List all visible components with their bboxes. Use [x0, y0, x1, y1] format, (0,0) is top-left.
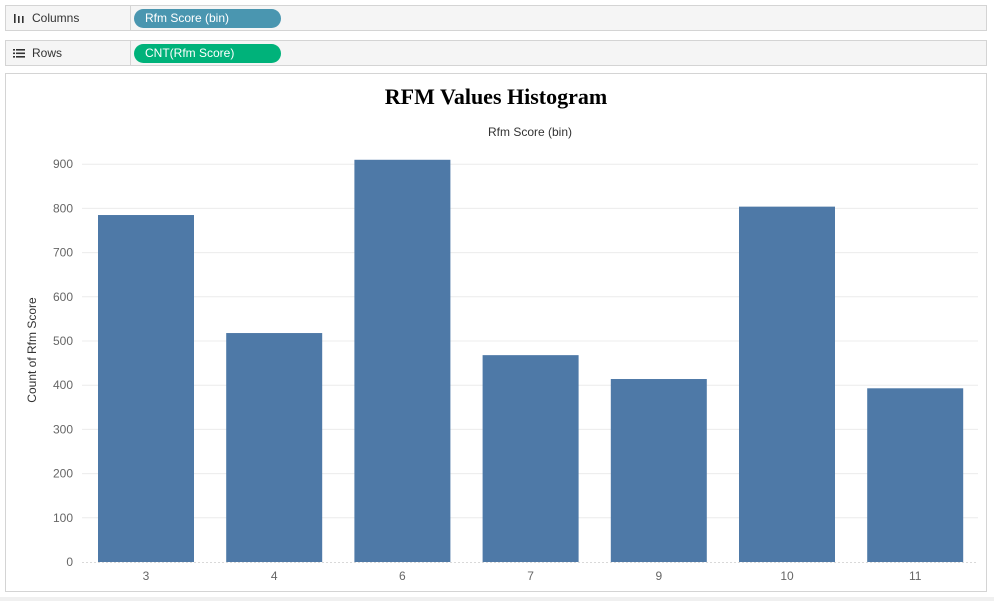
chart-panel: RFM Values Histogram Rfm Score (bin) Cou… — [5, 73, 987, 592]
bottom-tab-strip — [0, 597, 994, 601]
rows-pill[interactable]: CNT(Rfm Score) — [134, 44, 281, 63]
y-tick-label: 600 — [53, 290, 73, 304]
chart-title: RFM Values Histogram — [384, 84, 608, 109]
x-axis-header: Rfm Score (bin) — [488, 125, 572, 139]
bar-9[interactable] — [610, 379, 707, 562]
y-tick-label: 900 — [53, 157, 73, 171]
x-tick-label: 4 — [271, 569, 278, 583]
x-tick-label: 6 — [399, 569, 406, 583]
rows-shelf[interactable]: Rows CNT(Rfm Score) — [5, 40, 987, 66]
bar-10[interactable] — [739, 206, 835, 562]
bar-6[interactable] — [354, 159, 451, 562]
rows-icon — [12, 46, 26, 60]
y-tick-label: 500 — [53, 334, 73, 348]
columns-icon — [12, 11, 26, 25]
y-axis-label: Count of Rfm Score — [25, 297, 39, 403]
y-tick-label: 200 — [53, 467, 73, 481]
histogram-chart: Rfm Score (bin) Count of Rfm Score 0 100 2… — [25, 125, 978, 583]
bar-7[interactable] — [482, 355, 579, 562]
rows-shelf-label-area: Rows — [6, 41, 131, 65]
x-axis-ticks: 3 4 6 7 9 10 11 — [143, 569, 922, 583]
y-tick-label: 0 — [66, 555, 73, 569]
columns-shelf[interactable]: Columns Rfm Score (bin) — [5, 5, 987, 31]
x-tick-label: 9 — [655, 569, 662, 583]
bar-4[interactable] — [226, 333, 323, 562]
columns-shelf-name: Columns — [32, 11, 80, 25]
columns-shelf-label-area: Columns — [6, 6, 131, 30]
x-tick-label: 3 — [143, 569, 150, 583]
x-tick-label: 11 — [909, 569, 922, 583]
x-tick-label: 7 — [527, 569, 534, 583]
y-tick-label: 400 — [53, 378, 73, 392]
toolbar-strip — [0, 0, 994, 4]
bars — [98, 159, 964, 562]
columns-pill[interactable]: Rfm Score (bin) — [134, 9, 281, 28]
y-tick-label: 800 — [53, 201, 73, 215]
y-tick-label: 700 — [53, 246, 73, 260]
y-axis-ticks: 0 100 200 300 400 500 600 700 800 900 — [53, 157, 73, 569]
y-tick-label: 300 — [53, 422, 73, 436]
y-tick-label: 100 — [53, 511, 73, 525]
bar-11[interactable] — [867, 388, 964, 562]
rows-shelf-name: Rows — [32, 46, 63, 60]
bar-3[interactable] — [98, 215, 194, 562]
x-tick-label: 10 — [780, 569, 794, 583]
